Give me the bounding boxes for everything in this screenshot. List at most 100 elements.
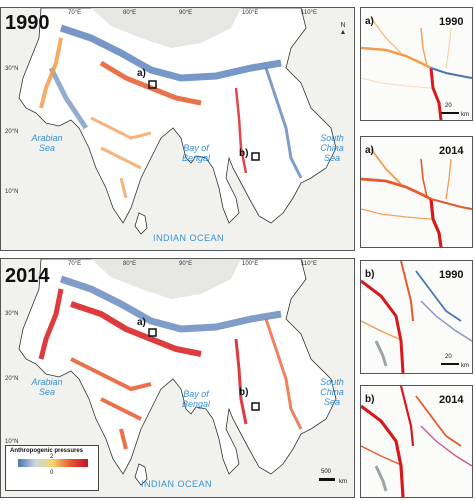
north-arrow-icon: N ▲ [339,22,347,36]
sea-label-south-china: South China Sea [320,377,344,407]
river-segment [374,340,388,367]
lat-tick: 30°N [5,66,19,72]
north-label: N [340,22,346,29]
river-segment [361,279,405,373]
inset-label: a) [365,145,374,156]
lon-tick: 70°E [68,261,82,267]
ocean-label-indian: INDIAN OCEAN [141,479,213,489]
location-label-a: a) [137,68,146,79]
lon-tick: 100°E [242,261,259,267]
river-segment [445,158,452,200]
river-peninsula [90,116,152,199]
ocean-label-indian: INDIAN OCEAN [153,233,225,243]
map-2014-canvas [18,259,337,486]
river-segment [430,67,472,79]
legend-max-value: 2 [50,454,54,460]
river-segment [361,46,432,70]
scale-bar [441,363,459,365]
river-segment [374,465,388,492]
location-label-a: a) [137,317,146,328]
lon-tick: 80°E [123,261,137,267]
inset-a-2014: a) 2014 [360,136,473,248]
map-year-2014: 2014 [5,265,50,287]
sea-label-bengal: Bay of Bengal [181,389,211,409]
location-box-a [148,80,157,89]
inset-year: 2014 [439,145,464,157]
lat-tick: 30°N [5,311,19,317]
scale-value: 20 [445,354,452,360]
lon-tick: 100°E [242,10,259,16]
river-segment [415,395,462,447]
river-segment [420,300,472,342]
river-ganges [70,301,202,357]
river-indus [39,37,63,109]
lat-tick: 20°N [5,376,19,382]
lat-tick: 10°N [5,189,19,195]
river-segment [420,158,428,198]
scale-value: 500 [321,469,332,475]
inset-b-2014-canvas [361,386,472,497]
inset-year: 2014 [439,394,464,406]
river-band-southwest [48,66,89,130]
map-panel-2014: 2014 70°E 80°E 90°E 100°E 110°E 30°N 20°… [0,258,355,498]
location-box-a [148,328,157,337]
river-mekong [264,318,303,430]
river-segment [420,425,472,467]
river-segment [361,77,432,89]
legend-min-value: 0 [50,470,54,476]
map-panel-1990: 1990 N ▲ 70°E 80°E 90°E 100°E 110°E 30°N … [0,7,355,251]
legend-title: Anthropogenic pressures [10,448,84,454]
inset-year: 1990 [439,269,464,281]
river-band-himalaya [59,275,282,333]
river-segment [361,208,432,220]
river-mekong [264,67,303,179]
legend-box: Anthropogenic pressures 2 0 [5,445,99,491]
inset-a-1990-canvas [361,17,472,120]
scale-unit: km [339,479,347,485]
sea-label-arabian: Arabian Sea [31,133,63,153]
river-segment [370,148,402,185]
river-irrawaddy [234,87,248,174]
sea-label-arabian: Arabian Sea [31,377,63,397]
river-segment [430,198,472,210]
river-band-himalaya [59,24,282,82]
river-segment [400,261,414,322]
inset-year: 1990 [439,16,464,28]
lon-tick: 110°E [301,261,317,267]
lon-tick: 80°E [123,10,137,16]
inset-label: b) [365,269,375,280]
lon-tick: 110°E [301,10,317,16]
river-indus [38,288,64,360]
river-segment [399,386,415,447]
legend-color-ramp [18,459,88,467]
tibet-plateau [91,8,241,48]
river-segment [361,445,400,465]
river-segment [415,270,462,322]
lon-tick: 70°E [68,10,82,16]
scale-bar [319,478,335,481]
river-segment [420,27,428,67]
scale-unit: km [461,112,469,118]
landmass-south-asia [18,8,337,224]
river-segment [361,404,405,497]
scale-bar [441,112,459,114]
inset-label: a) [365,16,374,27]
location-box-b [251,402,260,411]
river-peninsula [70,357,152,450]
inset-b-1990-canvas [361,261,472,373]
inset-b-1990: b) 1990 20 km [360,260,473,374]
inset-a-1990: a) 1990 20 km [360,7,473,121]
lat-tick: 10°N [5,439,19,445]
river-segment [429,198,443,247]
scale-value: 20 [445,103,452,109]
river-segment [361,320,400,340]
inset-b-2014: b) 2014 [360,385,473,498]
river-segment [429,67,443,120]
location-label-b: b) [239,148,249,159]
landmass-sri-lanka [134,212,148,235]
inset-label: b) [365,394,375,405]
river-irrawaddy [234,338,248,425]
lon-tick: 90°E [179,261,193,267]
sea-label-south-china: South China Sea [320,133,344,163]
landmass-sri-lanka [134,463,148,486]
